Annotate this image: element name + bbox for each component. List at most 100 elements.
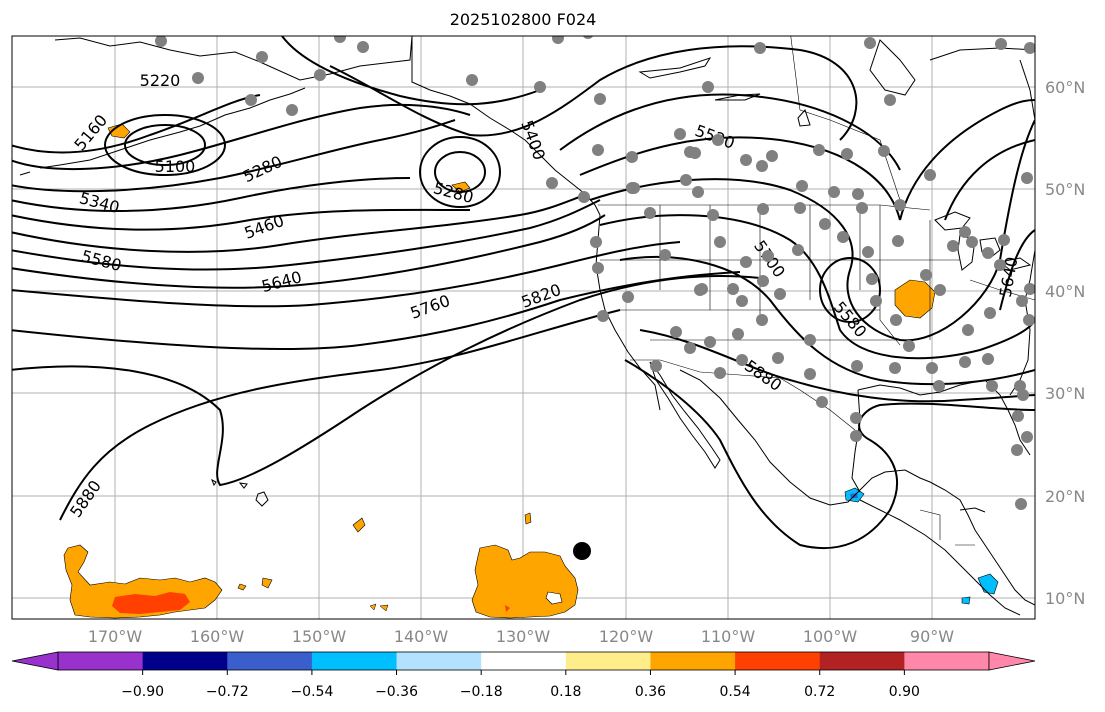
station-dot — [597, 310, 609, 322]
station-dot — [1024, 42, 1035, 54]
colorbar-tick-label: 0.54 — [720, 684, 751, 700]
colorbar-segment — [311, 652, 398, 670]
lon-label: 140°W — [394, 627, 449, 646]
lat-label: 10°N — [1045, 589, 1085, 608]
station-dot — [1016, 295, 1028, 307]
colorbar-tick-label: −0.72 — [206, 684, 249, 700]
station-dot — [650, 360, 662, 372]
station-dot — [819, 218, 831, 230]
station-dot — [804, 334, 816, 346]
station-dot — [1024, 283, 1035, 295]
station-dot — [659, 249, 671, 261]
station-dot — [982, 353, 994, 365]
station-dot — [684, 342, 696, 354]
anomaly-shading — [63, 123, 999, 619]
station-dot — [828, 186, 840, 198]
station-dot — [590, 236, 602, 248]
station-dot — [766, 150, 778, 162]
station-dot — [314, 69, 326, 81]
colorbar-tick-label: −0.18 — [460, 684, 503, 700]
colorbar-segment — [735, 652, 821, 670]
station-dot — [966, 236, 978, 248]
station-dot — [933, 380, 945, 392]
colorbar: −0.90 −0.72 −0.54 −0.36 −0.18 0.18 0.36 0.54 0.7… — [11, 651, 1036, 700]
station-dot — [712, 134, 724, 146]
station-dot — [804, 368, 816, 380]
station-dot — [334, 36, 346, 43]
station-dot — [866, 273, 878, 285]
colorbar-segment — [481, 652, 567, 670]
location-marker — [573, 542, 591, 560]
station-dot — [959, 226, 971, 238]
station-dot — [870, 295, 882, 307]
station-dot — [813, 144, 825, 156]
station-dot — [982, 247, 994, 259]
station-dot — [702, 81, 714, 93]
colorbar-segment — [904, 652, 990, 670]
station-dot — [357, 41, 369, 53]
lon-label: 160°W — [190, 627, 245, 646]
colorbar-tick-label: 0.36 — [635, 684, 666, 700]
colorbar-tick-label: −0.54 — [290, 684, 333, 700]
station-dot — [894, 199, 906, 211]
station-dot — [714, 236, 726, 248]
station-dot — [762, 250, 774, 262]
station-dot — [959, 356, 971, 368]
station-dot — [1017, 389, 1029, 401]
station-dot — [592, 144, 604, 156]
station-dot — [727, 283, 739, 295]
station-dot — [622, 291, 634, 303]
station-dot — [192, 72, 204, 84]
station-dot — [644, 207, 656, 219]
lon-label: 130°W — [496, 627, 551, 646]
station-dot — [926, 362, 938, 374]
station-dot — [850, 430, 862, 442]
station-dot — [740, 154, 752, 166]
station-dot — [920, 269, 932, 281]
station-dot — [934, 284, 946, 296]
lat-label: 60°N — [1045, 78, 1085, 97]
station-dot — [890, 314, 902, 326]
station-dot — [856, 202, 868, 214]
station-dot — [582, 36, 594, 39]
longitude-labels: 170°W 160°W 150°W 140°W 130°W 120°W 110°… — [88, 627, 954, 646]
station-dot — [947, 240, 959, 252]
station-dot — [841, 148, 853, 160]
station-dot — [736, 295, 748, 307]
colorbar-extend-min — [11, 651, 59, 671]
station-dot — [754, 42, 766, 54]
station-dot — [692, 186, 704, 198]
colorbar-segment — [142, 652, 228, 670]
station-dot — [256, 51, 268, 63]
station-dot — [466, 74, 478, 86]
station-dot — [862, 246, 874, 258]
political-borders — [411, 36, 1035, 546]
station-dot — [628, 182, 640, 194]
station-dot — [924, 169, 936, 181]
colorbar-tick-label: 0.18 — [550, 684, 581, 700]
station-dot — [594, 93, 606, 105]
colorbar-segment — [396, 652, 482, 670]
station-dot — [704, 336, 716, 348]
colorbar-segment — [650, 652, 736, 670]
map-title: 2025102800 F024 — [450, 10, 597, 29]
lat-label: 30°N — [1045, 384, 1085, 403]
station-dot — [740, 256, 752, 268]
station-dot — [155, 36, 167, 47]
colorbar-extend-max — [988, 651, 1036, 671]
station-dot — [995, 38, 1007, 50]
colorbar-tick-label: 0.90 — [889, 684, 920, 700]
station-dot — [546, 177, 558, 189]
contour-label: 5100 — [155, 157, 196, 176]
station-dot — [962, 324, 974, 336]
map-panel: 5220 5160 5100 5280 5340 5460 5580 5640 … — [11, 35, 1036, 620]
colorbar-segment — [58, 652, 144, 670]
lon-label: 150°W — [292, 627, 347, 646]
station-dot — [852, 188, 864, 200]
station-dot — [850, 412, 862, 424]
station-dot — [864, 37, 876, 49]
colorbar-tick-label: 0.72 — [804, 684, 835, 700]
latitude-labels: 60°N 50°N 40°N 30°N 20°N 10°N — [1045, 78, 1085, 608]
lon-label: 170°W — [88, 627, 143, 646]
